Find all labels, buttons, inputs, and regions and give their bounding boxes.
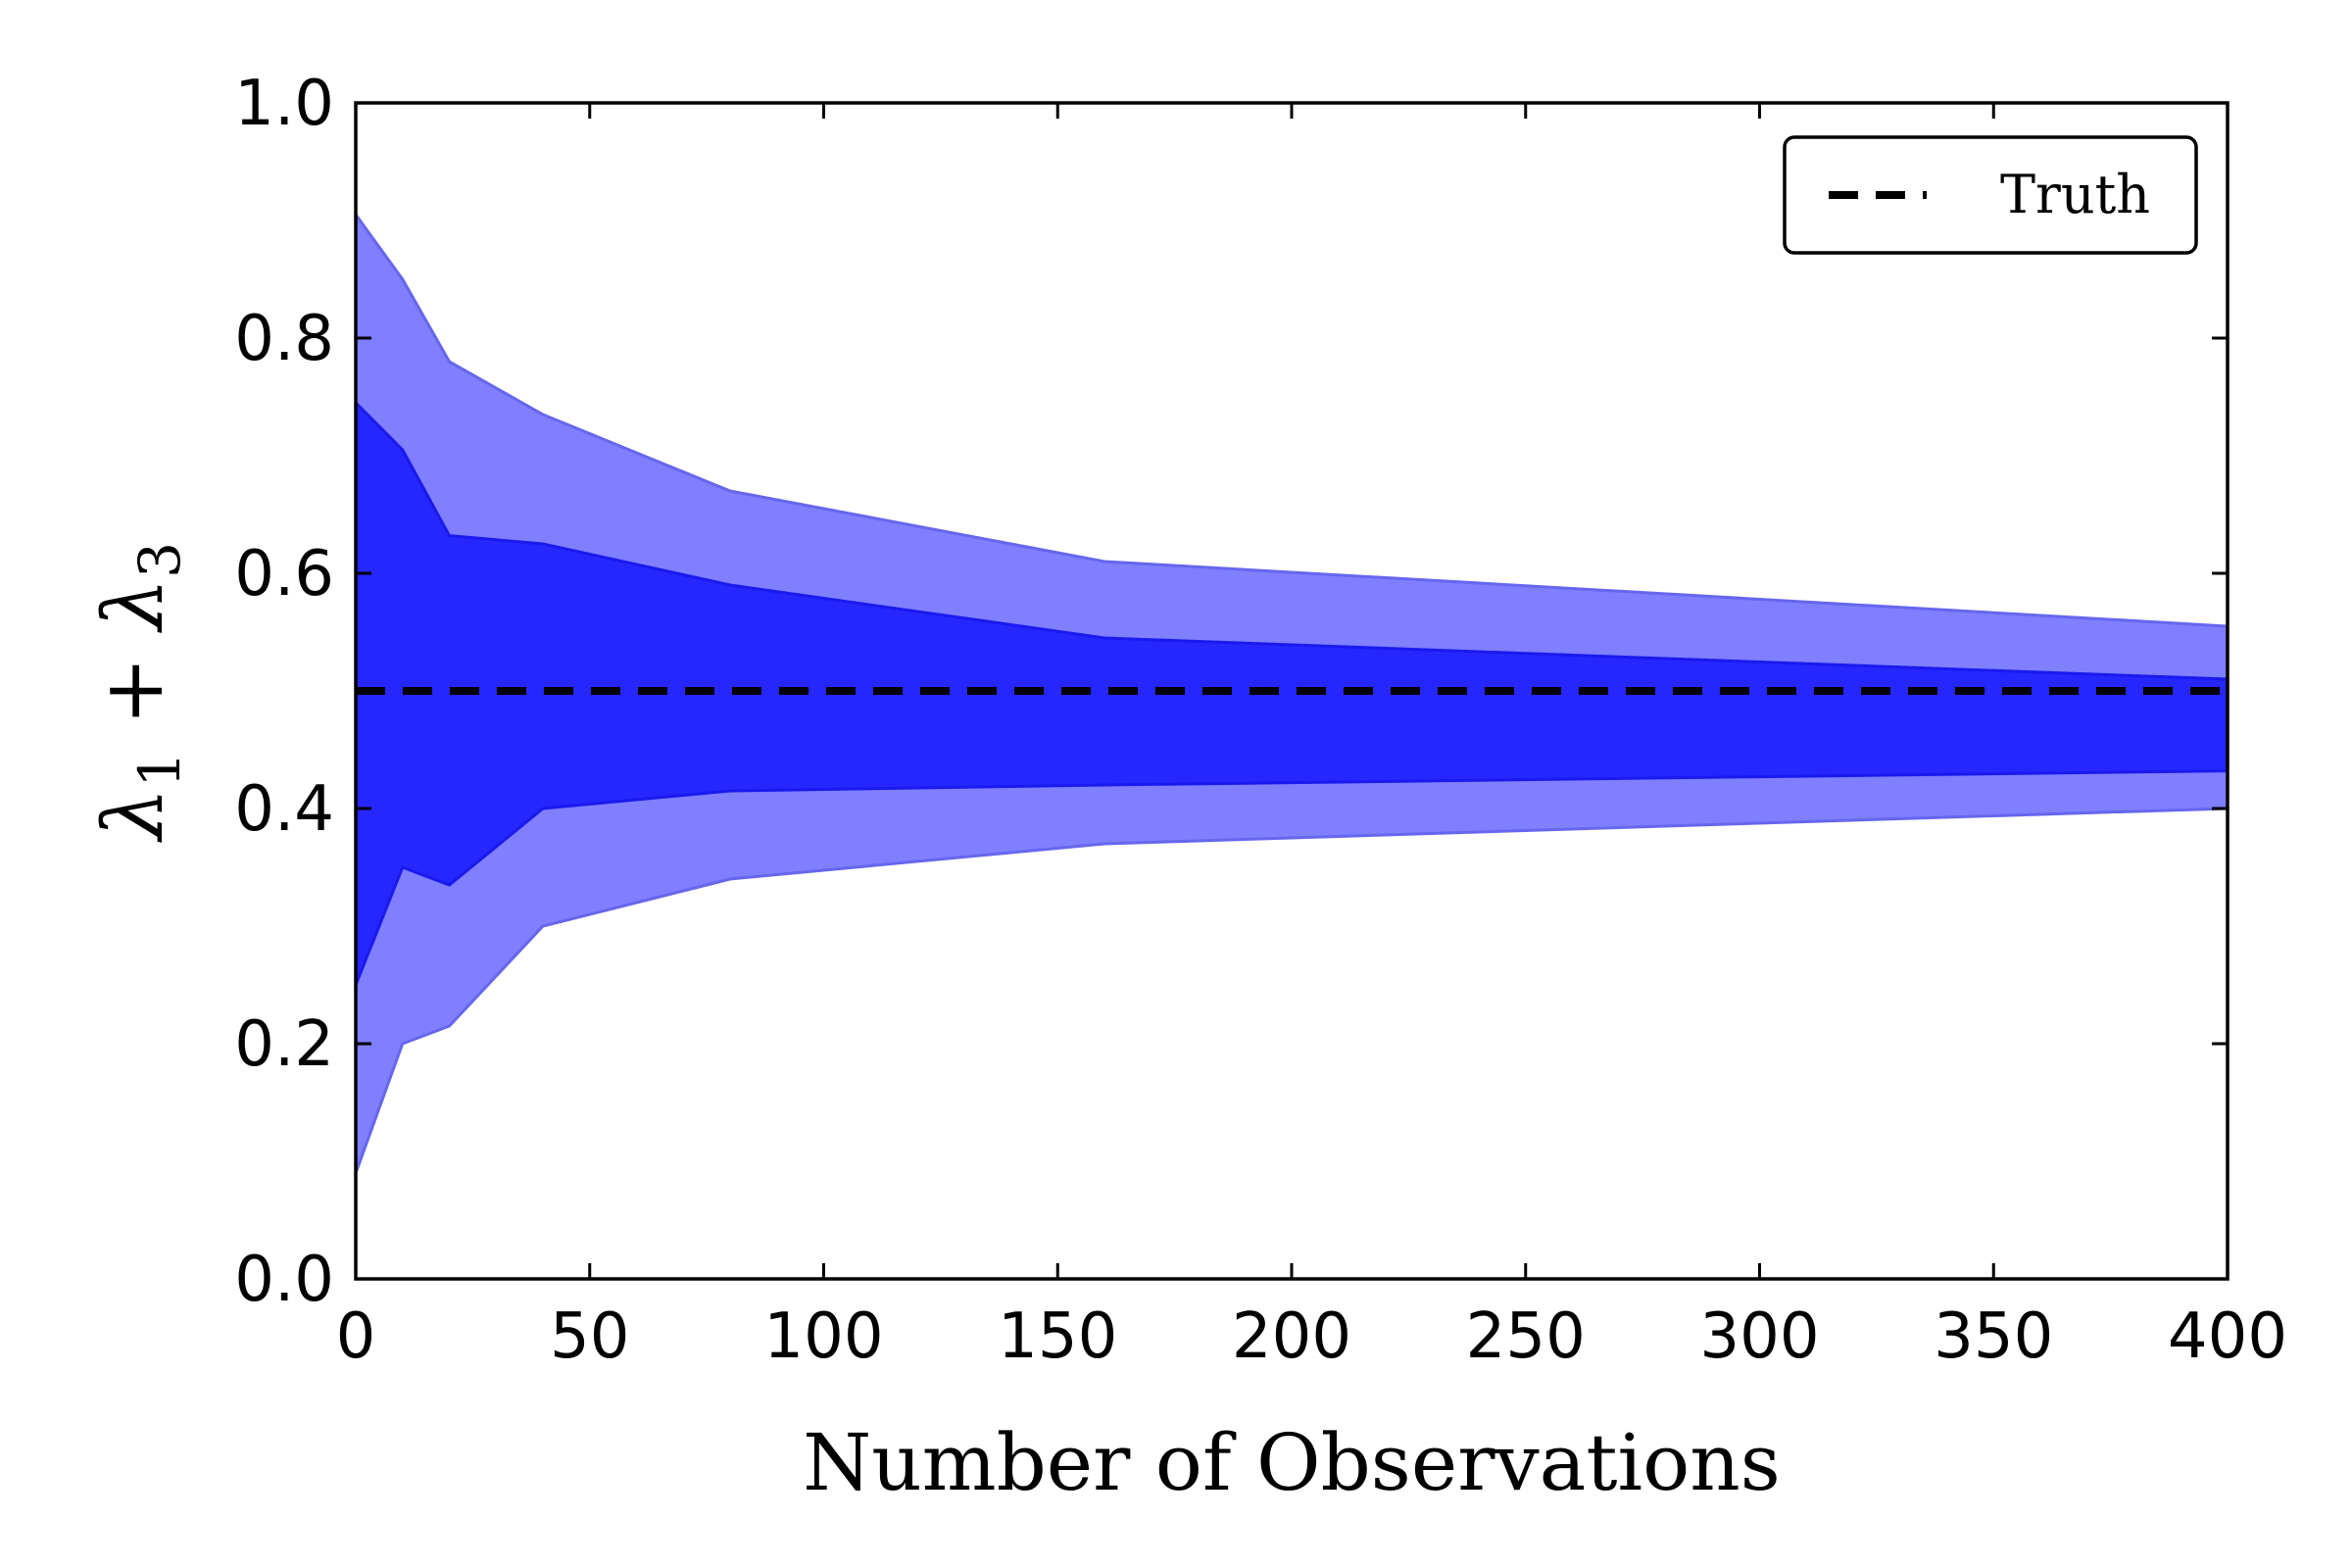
x-axis-title: Number of Observations bbox=[803, 1417, 1781, 1508]
y-label-plus-lambda: + λ bbox=[85, 578, 181, 752]
axes-layer: 0 50 100 150 200 250 300 350 400 0.0 0.2 0.4 0.6 0.8 1… bbox=[234, 68, 2287, 1373]
bands-layer bbox=[354, 210, 2230, 1174]
y-label-sub-3: 3 bbox=[126, 542, 193, 578]
y-label-sub-1: 1 bbox=[126, 752, 193, 788]
x-tick-label: 50 bbox=[550, 1300, 629, 1373]
y-tick-label: 0.0 bbox=[234, 1244, 334, 1316]
x-tick-label: 250 bbox=[1466, 1300, 1586, 1373]
y-axis-title: λ1 + λ3 bbox=[85, 542, 193, 843]
y-tick-label: 1.0 bbox=[234, 68, 334, 140]
y-tick-label: 0.4 bbox=[234, 773, 334, 846]
x-tick-label: 400 bbox=[2168, 1300, 2287, 1373]
legend: Truth bbox=[1783, 135, 2198, 255]
x-tick-label: 150 bbox=[998, 1300, 1117, 1373]
y-tick-label: 0.8 bbox=[234, 303, 334, 375]
legend-label-truth: Truth bbox=[2000, 164, 2150, 225]
x-tick-label: 100 bbox=[763, 1300, 883, 1373]
y-tick-label: 0.2 bbox=[234, 1008, 334, 1081]
x-tick-label: 0 bbox=[336, 1300, 376, 1373]
y-axis-title-text: λ1 + λ3 bbox=[85, 542, 193, 843]
x-tick-label: 200 bbox=[1232, 1300, 1351, 1373]
legend-box bbox=[1783, 135, 2198, 255]
x-tick-label: 350 bbox=[1934, 1300, 2053, 1373]
y-tick-label: 0.6 bbox=[234, 538, 334, 611]
x-tick-label: 300 bbox=[1699, 1300, 1819, 1373]
y-label-lambda-1: λ bbox=[85, 788, 181, 843]
